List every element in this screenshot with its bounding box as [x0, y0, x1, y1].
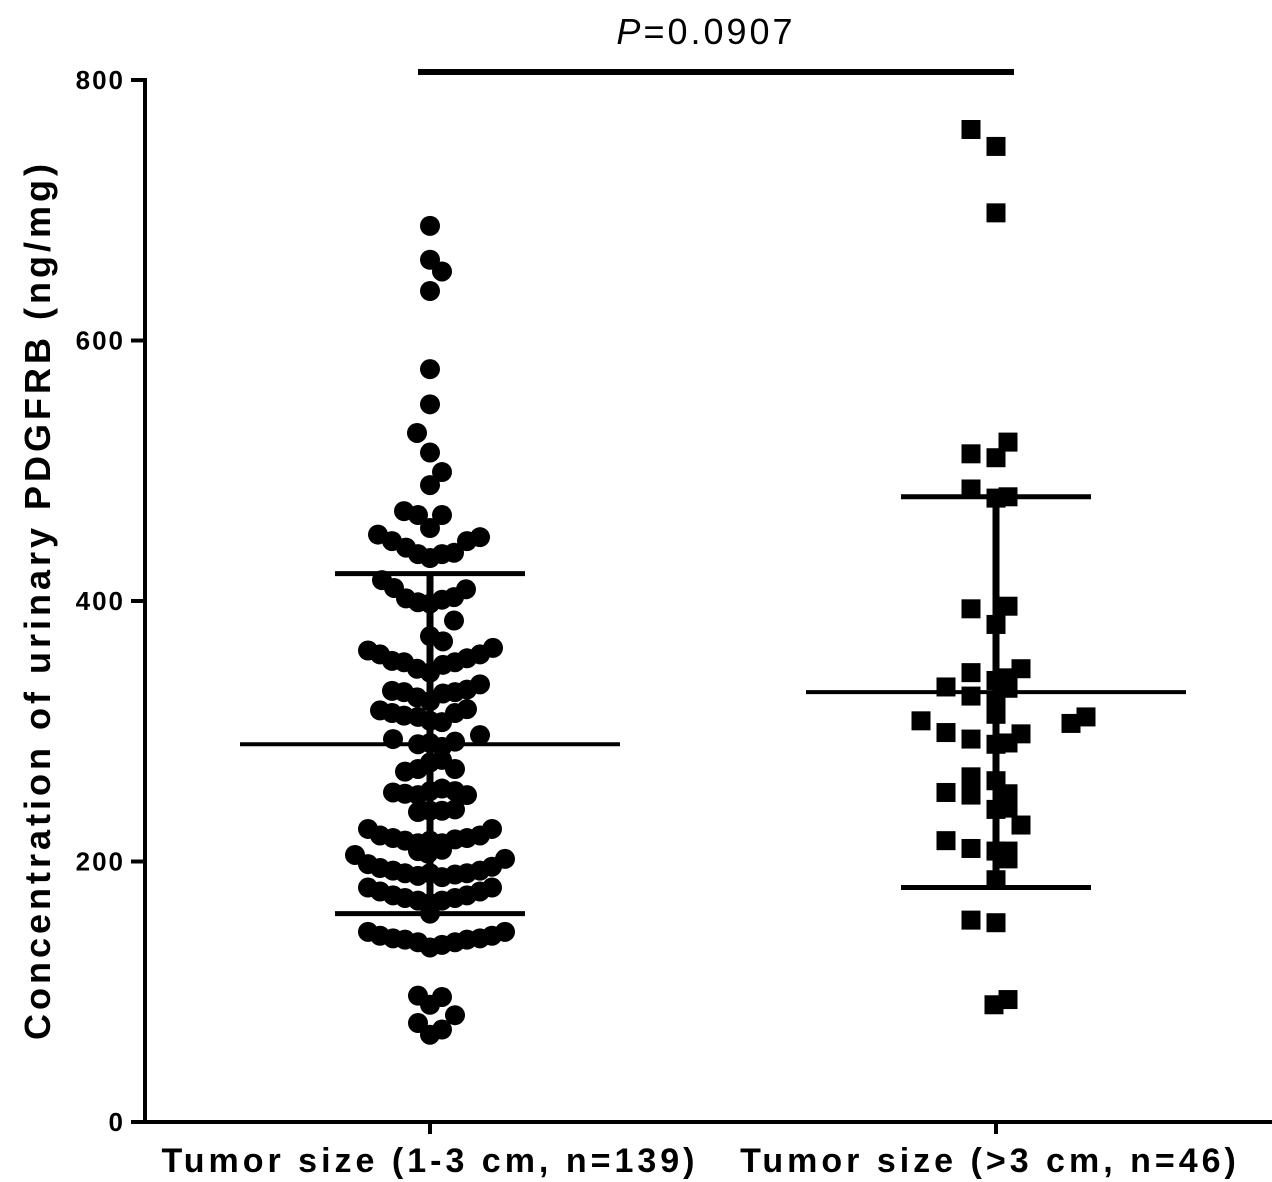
axes — [143, 78, 1272, 1124]
data-point-square — [986, 913, 1006, 933]
data-point-circle — [420, 394, 440, 415]
data-point-square — [986, 448, 1006, 468]
data-point-square — [1011, 659, 1031, 679]
data-point-square — [936, 831, 956, 851]
data-point-circle — [482, 877, 502, 898]
y-tick-label: 600 — [76, 326, 125, 356]
data-point-square — [961, 479, 981, 499]
data-point-square — [998, 678, 1018, 698]
data-point-square — [936, 723, 956, 743]
data-point-square — [961, 729, 981, 749]
data-point-circle — [444, 610, 464, 631]
data-point-square — [911, 711, 931, 731]
data-point-square — [998, 432, 1018, 452]
data-point-circle — [433, 631, 453, 652]
data-point-circle — [420, 281, 440, 302]
data-point-circle — [445, 759, 465, 780]
data-point-circle — [432, 261, 452, 282]
data-point-square — [1061, 713, 1081, 733]
y-tick-label: 800 — [76, 65, 125, 95]
data-point-circle — [432, 839, 452, 860]
data-point-circle — [470, 674, 490, 695]
data-point-square — [961, 686, 981, 706]
x-ticks: Tumor size (1-3 cm, n=139) Tumor size (>3… — [161, 1122, 1240, 1180]
data-point-square — [1011, 724, 1031, 744]
data-point-circle — [444, 542, 464, 563]
y-tick-label: 400 — [76, 586, 125, 616]
data-point-square — [936, 782, 956, 802]
y-axis-label: Concentration of urinary PDGFRB (ng/mg) — [17, 160, 58, 1040]
x-category-label: Tumor size (1-3 cm, n=139) — [161, 1142, 698, 1180]
data-point-circle — [420, 215, 440, 236]
x-category-label: Tumor size (>3 cm, n=46) — [740, 1142, 1240, 1180]
data-point-circle — [420, 442, 440, 463]
data-point-square — [986, 203, 1006, 223]
data-point-circle — [445, 799, 465, 820]
y-tick-label: 200 — [76, 847, 125, 877]
data-point-circle — [483, 637, 503, 658]
data-point-square — [961, 910, 981, 930]
p-value-label: P=0.0907 — [616, 11, 795, 52]
data-point-square — [1076, 707, 1096, 727]
data-point-square — [961, 599, 981, 619]
data-marks — [345, 119, 1096, 1045]
data-point-circle — [445, 731, 465, 752]
data-point-circle — [408, 505, 428, 526]
data-point-square — [961, 838, 981, 858]
data-point-square — [961, 663, 981, 683]
data-point-circle — [420, 359, 440, 380]
data-point-circle — [420, 475, 440, 496]
data-point-square — [998, 596, 1018, 616]
data-point-square — [986, 136, 1006, 156]
data-point-square — [961, 444, 981, 464]
data-point-circle — [432, 462, 452, 483]
data-point-circle — [470, 527, 490, 548]
data-point-square — [961, 785, 981, 805]
data-point-square — [998, 849, 1018, 869]
data-point-circle — [407, 422, 427, 443]
data-point-circle — [432, 1019, 452, 1040]
p-value-prefix: P — [616, 11, 643, 52]
data-point-circle — [470, 725, 490, 746]
data-point-square — [998, 798, 1018, 818]
data-point-circle — [432, 505, 452, 526]
summary-lines — [240, 494, 1186, 917]
data-point-circle — [420, 518, 440, 539]
data-point-circle — [445, 1005, 465, 1026]
data-point-circle — [495, 921, 515, 942]
y-ticks: 0 200 400 600 800 — [76, 65, 145, 1137]
data-point-circle — [457, 699, 477, 720]
data-point-square — [961, 119, 981, 139]
p-value-text: =0.0907 — [643, 11, 795, 52]
p-value-annotation: P=0.0907 — [418, 11, 1014, 75]
data-point-square — [998, 784, 1018, 804]
data-point-circle — [457, 785, 477, 806]
y-tick-label: 0 — [109, 1107, 125, 1137]
data-point-circle — [432, 986, 452, 1007]
data-point-square — [961, 767, 981, 787]
data-point-circle — [495, 848, 515, 869]
data-point-circle — [482, 818, 502, 839]
data-point-circle — [456, 579, 476, 600]
data-point-square — [998, 990, 1018, 1010]
data-point-square — [1011, 815, 1031, 835]
